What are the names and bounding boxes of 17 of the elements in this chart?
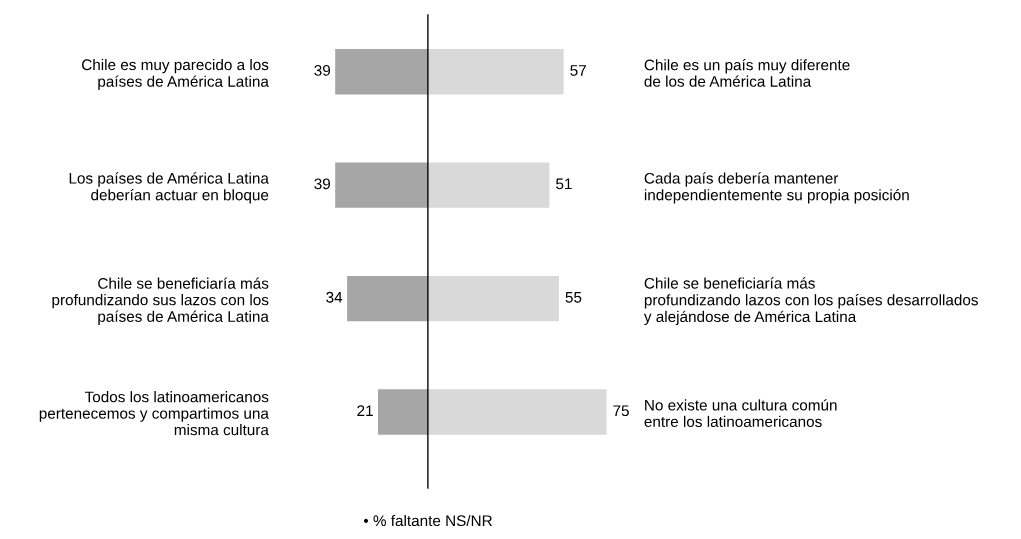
y-tick-label: Chile se beneficiaría más profundizando sus lazos con los países de América Latina [52,277,269,325]
y-tick-label: Chile es muy parecido a los países de América Latina [82,58,269,90]
data-label: 55 [565,292,582,303]
data-label: 51 [556,178,572,190]
y-tick-label: Cada país debería mantener independientemente su propia posición [644,172,909,204]
data-label: 21 [357,405,373,416]
y-tick-label: Todos los latinoamericanos pertenecemos y compartimos una misma cultura [39,391,269,436]
data-label: 57 [570,65,586,76]
text: • % faltante NS/NR [363,514,492,527]
data-label: 34 [326,291,343,303]
y-tick-label: Chile se beneficiaría más profundizando lazos con los países desarrollados y alejándose de América Latina [643,277,978,326]
y-tick-label: No existe una cultura común entre los latinoamericanos [644,399,837,428]
data-label: 39 [314,178,331,190]
y-tick-label: Chile es un país muy diferente de los de América Latina [644,58,850,87]
data-label: 75 [613,405,629,417]
y-tick-label: Los países de América Latina deberían actuar en bloque [69,172,269,204]
data-label: 39 [314,65,331,76]
